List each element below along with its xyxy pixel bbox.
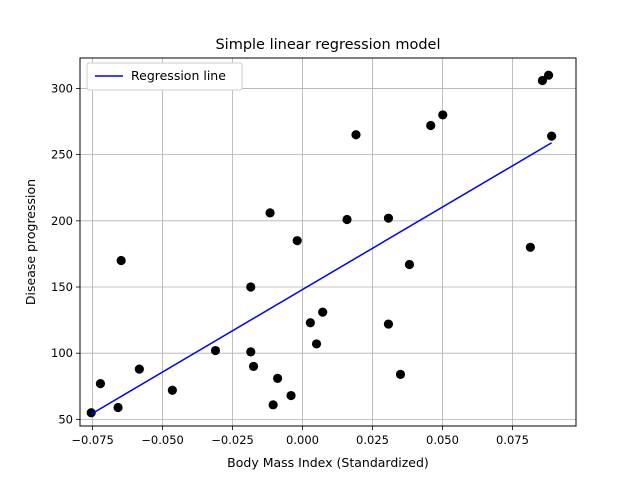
legend: Regression line: [86, 62, 243, 91]
data-point: [95, 379, 106, 389]
y-tick-label: 250: [51, 148, 73, 162]
data-point: [395, 369, 406, 379]
y-tick-label: 100: [51, 346, 73, 360]
data-point: [342, 214, 352, 225]
y-tick-label: 300: [51, 81, 73, 95]
x-tick-label: 0.025: [356, 433, 389, 447]
y-tick-label: 150: [51, 280, 73, 294]
data-point: [167, 385, 177, 395]
data-point: [547, 131, 557, 141]
grid-lines: [80, 58, 576, 426]
y-tick-label: 200: [51, 214, 73, 228]
y-axis-label: Disease progression: [23, 179, 38, 305]
legend-box: [86, 62, 243, 91]
data-point: [525, 242, 535, 252]
regression-line: [90, 142, 553, 415]
data-point: [351, 130, 361, 140]
data-point: [318, 307, 328, 317]
data-point: [113, 402, 123, 413]
data-point: [311, 339, 322, 349]
data-point: [134, 364, 144, 374]
data-point: [305, 318, 315, 328]
x-tick-label: 0.050: [426, 433, 459, 447]
y-axis-ticks: 50 100 150 200 250 300: [51, 81, 80, 426]
data-point: [383, 213, 394, 223]
data-point: [265, 208, 275, 218]
plot-frame: [79, 57, 577, 427]
data-point: [286, 390, 296, 401]
data-point: [246, 282, 256, 292]
y-tick-label: 50: [58, 412, 73, 426]
data-point: [537, 75, 548, 86]
data-point: [210, 345, 221, 356]
x-tick-label: −0.025: [211, 433, 254, 447]
data-point: [273, 373, 283, 383]
legend-entry-regression-line: Regression line: [131, 68, 226, 83]
data-point: [248, 361, 259, 372]
data-point: [246, 347, 256, 357]
x-tick-label: 0.000: [286, 433, 319, 447]
data-point: [404, 259, 415, 270]
data-point: [268, 400, 278, 410]
x-axis-ticks: −0.075 −0.050 −0.025 0.000 0.025 0.050 0.075: [71, 426, 529, 447]
plot-marks: [86, 70, 557, 418]
x-tick-label: 0.075: [496, 433, 529, 447]
x-axis-label: Body Mass Index (Standardized): [227, 455, 429, 470]
data-point: [116, 255, 126, 266]
data-point: [383, 319, 394, 329]
data-point: [86, 408, 96, 418]
data-point: [543, 70, 554, 80]
data-point: [292, 236, 302, 246]
data-point: [438, 110, 448, 120]
x-tick-label: −0.050: [141, 433, 184, 447]
data-point: [426, 120, 436, 131]
x-tick-label: −0.075: [71, 433, 114, 447]
chart-title: Simple linear regression model: [215, 37, 440, 53]
